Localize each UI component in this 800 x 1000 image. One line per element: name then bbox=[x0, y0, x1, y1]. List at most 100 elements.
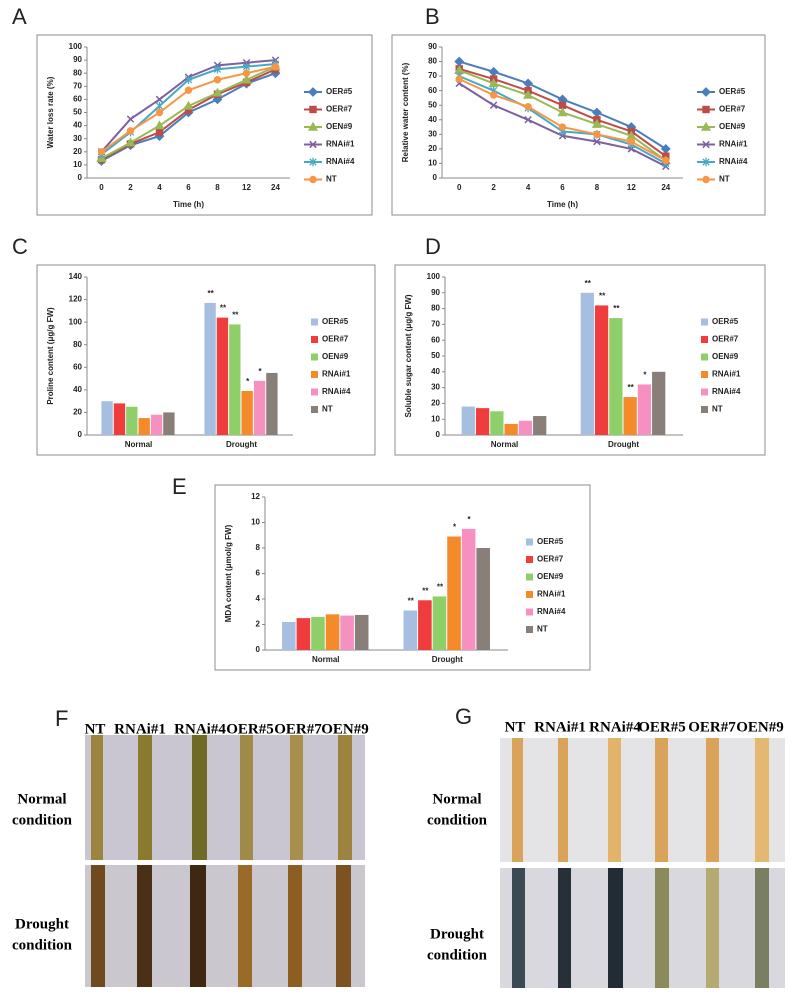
y-tick-label: 0 bbox=[78, 173, 83, 182]
bar bbox=[229, 324, 241, 435]
point bbox=[308, 87, 318, 97]
point bbox=[489, 101, 498, 109]
y-tick-label: 100 bbox=[69, 42, 83, 51]
legend-label: OER#7 bbox=[537, 555, 564, 564]
bar bbox=[490, 411, 504, 435]
bar bbox=[418, 600, 432, 650]
point bbox=[125, 137, 136, 147]
y-tick-label: 30 bbox=[73, 134, 82, 143]
legend-label: RNAi#4 bbox=[322, 387, 351, 396]
x-tick-label: Normal bbox=[125, 440, 153, 449]
x-tick-label: Drought bbox=[608, 440, 639, 449]
x-tick-label: 6 bbox=[560, 183, 565, 192]
legend-swatch bbox=[526, 591, 533, 598]
column-label: NT bbox=[85, 721, 106, 737]
bar bbox=[241, 390, 253, 435]
y-tick-label: 60 bbox=[73, 95, 82, 104]
chart-panel: D 0 10 20 30 40 50 60 70 80 90 100 Soluble sugar con… bbox=[394, 234, 766, 456]
significance-label: ** bbox=[220, 304, 227, 313]
significance-label: * bbox=[246, 377, 250, 386]
chart-frame bbox=[391, 34, 766, 216]
y-tick-label: 0 bbox=[433, 173, 438, 182]
x-tick-label: 24 bbox=[271, 183, 280, 192]
y-tick-label: 140 bbox=[69, 272, 83, 281]
x-tick-label: 0 bbox=[457, 183, 462, 192]
bar bbox=[461, 528, 476, 650]
legend-swatch bbox=[526, 626, 533, 633]
y-tick-label: 50 bbox=[431, 351, 440, 360]
bar bbox=[253, 380, 266, 435]
x-tick-label: 12 bbox=[242, 183, 251, 192]
bar bbox=[282, 621, 296, 650]
y-tick-label: 60 bbox=[73, 362, 82, 371]
significance-label: ** bbox=[613, 304, 620, 313]
photo-g bbox=[500, 738, 785, 988]
point bbox=[155, 101, 164, 111]
legend-swatch bbox=[311, 371, 318, 378]
y-tick-label: 30 bbox=[431, 383, 440, 392]
y-tick-label: 90 bbox=[73, 55, 82, 64]
significance-label: ** bbox=[422, 586, 429, 595]
point bbox=[309, 105, 317, 114]
bar bbox=[533, 416, 547, 435]
row-label: condition bbox=[427, 812, 488, 828]
point bbox=[97, 148, 106, 156]
x-tick-label: 2 bbox=[491, 183, 496, 192]
y-tick-label: 20 bbox=[431, 399, 440, 408]
x-tick-label: Drought bbox=[226, 440, 257, 449]
legend-swatch bbox=[526, 608, 533, 616]
point bbox=[155, 108, 164, 117]
bar bbox=[637, 384, 652, 435]
column-label: OER#7 bbox=[274, 721, 322, 737]
x-tick-label: 6 bbox=[186, 183, 191, 192]
point bbox=[702, 105, 710, 114]
legend-swatch bbox=[311, 353, 318, 361]
row-label: Normal bbox=[432, 791, 481, 807]
y-tick-label: 90 bbox=[431, 288, 440, 297]
point bbox=[213, 76, 222, 84]
y-tick-label: 100 bbox=[69, 317, 83, 326]
significance-label: ** bbox=[628, 383, 635, 392]
point bbox=[154, 120, 165, 130]
y-tick-label: 10 bbox=[251, 518, 260, 527]
x-tick-label: 8 bbox=[215, 183, 220, 192]
point bbox=[455, 75, 463, 83]
point bbox=[627, 137, 636, 146]
point bbox=[126, 127, 135, 135]
x-tick-label: Normal bbox=[491, 440, 519, 449]
point bbox=[591, 118, 602, 128]
panel-letter: C bbox=[12, 234, 28, 259]
point bbox=[155, 128, 164, 136]
point bbox=[702, 140, 710, 149]
point bbox=[309, 175, 317, 184]
point bbox=[524, 116, 532, 124]
panel-letter: E bbox=[172, 474, 187, 499]
y-tick-label: 30 bbox=[428, 129, 437, 138]
panel-letter: A bbox=[12, 4, 27, 29]
point bbox=[523, 89, 534, 99]
y-axis-title: Proline content (μg/g FW) bbox=[46, 307, 55, 405]
bar bbox=[204, 302, 216, 435]
bar bbox=[609, 318, 623, 435]
legend-swatch bbox=[526, 573, 533, 581]
x-tick-label: 8 bbox=[595, 183, 600, 192]
legend-swatch bbox=[311, 406, 318, 413]
legend-label: OEN#9 bbox=[719, 122, 746, 131]
row-label: condition bbox=[427, 947, 488, 963]
y-tick-label: 70 bbox=[73, 81, 82, 90]
legend-label: OER#5 bbox=[712, 317, 739, 326]
row-label: Normal bbox=[17, 791, 66, 807]
x-tick-label: 4 bbox=[157, 183, 162, 192]
y-tick-label: 8 bbox=[256, 543, 261, 552]
point bbox=[126, 115, 135, 123]
panel-letter: F bbox=[55, 706, 68, 731]
y-tick-label: 20 bbox=[73, 408, 82, 417]
significance-label: ** bbox=[585, 279, 592, 288]
y-tick-label: 10 bbox=[431, 414, 440, 423]
row-label: Drought bbox=[430, 926, 484, 942]
legend-label: RNAi#4 bbox=[712, 387, 741, 396]
x-tick-label: 2 bbox=[128, 183, 133, 192]
